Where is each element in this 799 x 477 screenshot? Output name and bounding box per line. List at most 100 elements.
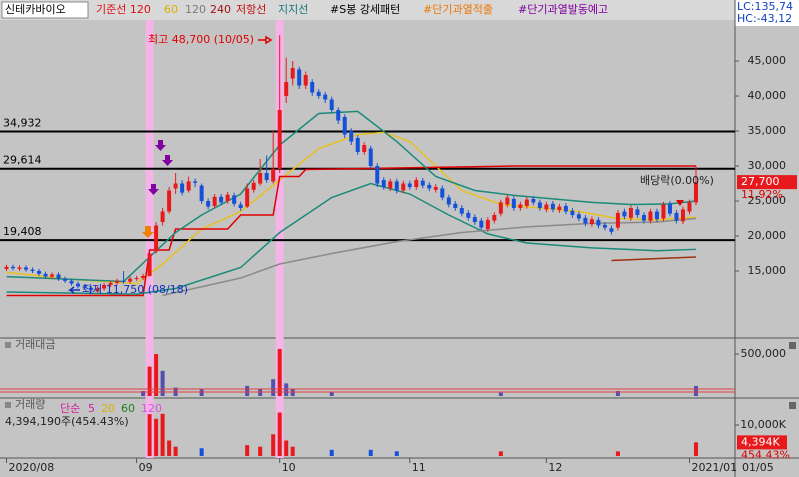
candle-body	[401, 183, 406, 191]
candle-body	[674, 212, 679, 221]
bar	[290, 389, 295, 396]
candle-body	[414, 180, 419, 188]
candle-body	[56, 274, 61, 279]
ma-period: 120	[141, 402, 162, 415]
candle-body	[50, 274, 55, 277]
bar	[271, 434, 276, 456]
candle-body	[615, 212, 620, 228]
bar	[173, 446, 178, 456]
candle-body	[628, 208, 633, 218]
candle-body	[680, 209, 685, 222]
candle-body	[485, 219, 490, 230]
bar	[141, 390, 146, 396]
candle-body	[232, 195, 237, 204]
panel-button[interactable]	[789, 402, 796, 409]
candle-body	[238, 204, 243, 209]
y-tick-label: 45,000	[748, 54, 787, 67]
candle-body	[453, 203, 458, 209]
bar	[258, 446, 263, 456]
high-annotation: 최고 48,700 (10/05)	[148, 33, 254, 46]
candle-body	[303, 75, 308, 86]
candle-body	[472, 217, 477, 223]
arrow	[142, 226, 154, 238]
y-tick-label: 35,000	[748, 124, 787, 137]
candle-body	[180, 183, 185, 193]
level-label: 29,614	[3, 154, 42, 167]
hc-value: HC:-43,12	[737, 12, 792, 25]
candle-body	[212, 196, 217, 206]
candle-body	[375, 166, 380, 184]
ex-dividend: 배당락(0.00%)	[640, 174, 714, 187]
candle-body	[641, 215, 646, 221]
indicator-line	[611, 256, 697, 262]
candle-body	[635, 209, 640, 216]
candle-body	[297, 69, 302, 86]
candle-body	[342, 117, 347, 135]
arrow	[258, 35, 273, 45]
candle-body	[661, 204, 666, 219]
panel-button[interactable]	[789, 342, 796, 349]
panel-icon	[5, 402, 11, 408]
last-price-box	[737, 175, 797, 190]
candle-body	[245, 188, 250, 207]
bar	[160, 413, 165, 456]
candle-body	[602, 224, 607, 228]
candle-body	[63, 278, 68, 281]
candle-body	[82, 286, 87, 288]
candle-body	[479, 220, 484, 228]
y-tick-label: 15,000	[748, 264, 787, 277]
x-tick-label: 2021/01	[691, 461, 737, 474]
header-item: 지지선	[278, 3, 308, 16]
candle-body	[349, 131, 354, 142]
candle-body	[115, 280, 120, 283]
candle-body	[583, 217, 588, 224]
candle-body	[368, 148, 373, 167]
x-tick-label: 09	[139, 461, 153, 474]
candle-body	[258, 173, 263, 184]
bar	[147, 414, 152, 456]
bar	[290, 446, 295, 456]
candle-body	[544, 204, 549, 210]
last-volume: 4,394K	[741, 435, 780, 448]
candle-body	[323, 94, 328, 100]
panel-title: 거래량	[15, 398, 45, 411]
candle-body	[329, 99, 334, 111]
candle-body	[310, 82, 315, 93]
candle-body	[511, 198, 516, 209]
candle-body	[362, 145, 367, 153]
arrow	[155, 140, 166, 151]
header-item: 60	[164, 3, 178, 16]
candle-body	[537, 202, 542, 209]
candle-body	[388, 181, 393, 189]
candle-body	[518, 204, 523, 209]
y-tick-label: 40,000	[748, 89, 787, 102]
candle-body	[277, 110, 282, 169]
arrows	[67, 35, 684, 294]
candle-body	[11, 266, 16, 269]
candle-body	[167, 190, 172, 212]
arrow	[162, 155, 173, 166]
bar	[498, 451, 503, 456]
indicator-line	[6, 165, 696, 297]
candle-body	[4, 266, 9, 269]
candle-body	[570, 210, 575, 216]
candle-body	[589, 219, 594, 225]
highlight-band	[145, 20, 154, 458]
candle-body	[284, 82, 289, 97]
ma-period: 60	[121, 402, 135, 415]
header-item: #단기과열발동예고	[518, 3, 608, 16]
candle-body	[271, 168, 276, 182]
candle-body	[557, 206, 562, 211]
candle-body	[147, 253, 152, 276]
candle-body	[440, 188, 445, 198]
candle-body	[459, 208, 464, 214]
bar	[245, 445, 250, 456]
panel-title: 거래대금	[15, 338, 55, 351]
last-volume-box	[737, 435, 787, 450]
indicator-line	[6, 110, 697, 283]
candle-body	[648, 211, 653, 221]
bar	[284, 383, 289, 396]
bar	[160, 370, 165, 396]
arrow	[676, 200, 684, 206]
